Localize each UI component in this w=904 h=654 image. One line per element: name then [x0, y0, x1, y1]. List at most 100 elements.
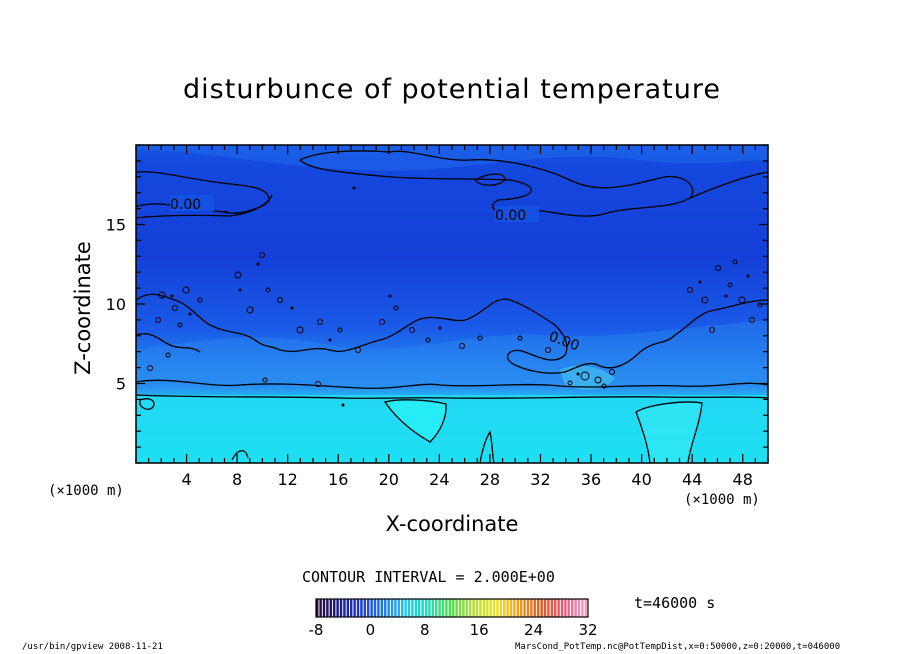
colorbar-cell	[319, 599, 322, 617]
colorbar-cell	[465, 599, 469, 617]
colorbar-cell	[475, 599, 479, 617]
colorbar-cell	[421, 599, 424, 617]
colorbar-cell	[530, 599, 533, 617]
contour-label: 0.00	[170, 197, 201, 213]
colorbar-cell	[537, 599, 540, 617]
footer-left: /usr/bin/gpview 2008-11-21	[22, 642, 163, 652]
colorbar-cell	[492, 599, 496, 617]
colorbar-cell	[581, 599, 584, 617]
colorbar-cell	[390, 599, 394, 617]
time-label: t=46000 s	[634, 594, 716, 612]
colorbar-cell	[540, 599, 543, 617]
colorbar-cell	[479, 599, 482, 617]
colorbar-cell	[533, 599, 537, 617]
colorbar-tick-label: 16	[470, 621, 489, 639]
colorbar-cell	[326, 599, 329, 617]
colorbar-cell	[377, 599, 380, 617]
colorbar-cell	[424, 599, 428, 617]
colorbar-cell	[418, 599, 421, 617]
colorbar-cell	[367, 599, 370, 617]
colorbar-cell	[428, 599, 431, 617]
y-tick-label: 10	[106, 295, 126, 314]
colorbar-cell	[577, 599, 581, 617]
x-tick-label: 32	[530, 470, 550, 489]
colorbar-tick-label: 8	[420, 621, 430, 639]
x-tick-label: 48	[733, 470, 753, 489]
x-unit-left: (×1000 m)	[48, 483, 124, 499]
colorbar-cell	[380, 599, 384, 617]
colorbar-cell	[567, 599, 571, 617]
colorbar-cell	[438, 599, 441, 617]
colorbar-cell	[458, 599, 462, 617]
x-tick-label: 12	[278, 470, 298, 489]
colorbar-cell	[499, 599, 503, 617]
x-tick-label: 4	[181, 470, 191, 489]
x-tick-label: 20	[379, 470, 399, 489]
colorbar-cell	[571, 599, 574, 617]
colorbar-cell	[455, 599, 458, 617]
footer-right: MarsCond_PotTemp.nc@PotTempDist,x=0:5000…	[515, 642, 841, 652]
colorbar-cell	[560, 599, 564, 617]
colorbar-cell	[513, 599, 516, 617]
colorbar-cell	[482, 599, 486, 617]
colorbar-cell	[489, 599, 492, 617]
colorbar-cell	[526, 599, 530, 617]
colorbar-cell	[554, 599, 557, 617]
x-tick-label: 8	[232, 470, 242, 489]
colorbar-cell	[496, 599, 499, 617]
plot-area	[136, 145, 768, 463]
colorbar-cell	[353, 599, 356, 617]
colorbar-cell	[401, 599, 404, 617]
colorbar-tick-label: 24	[524, 621, 543, 639]
upper-field-patch	[136, 145, 768, 171]
colorbar-cell	[339, 599, 343, 617]
colorbar-cell	[448, 599, 452, 617]
x-tick-label: 44	[682, 470, 702, 489]
contour-labels: 0.00 0.00 0.00	[170, 195, 581, 354]
colorbar-cell	[350, 599, 353, 617]
x-axis-label: X-coordinate	[385, 512, 519, 536]
colorbar-cell	[503, 599, 506, 617]
colorbar-cell	[384, 599, 387, 617]
colorbar-cell	[435, 599, 438, 617]
contour-label: 0.00	[495, 208, 526, 224]
colorbar-cell	[564, 599, 567, 617]
x-tick-label: 16	[328, 470, 348, 489]
x-tick-label: 40	[631, 470, 651, 489]
x-tick-label: 28	[480, 470, 500, 489]
colorbar-cell	[509, 599, 513, 617]
cyan-patch-1	[385, 400, 446, 442]
y-tick-label: 15	[106, 216, 126, 235]
colorbar-cell	[322, 599, 326, 617]
contour-lines	[136, 150, 768, 463]
x-tick-label: 24	[429, 470, 449, 489]
colorbar-cell	[472, 599, 475, 617]
colorbar-cell	[336, 599, 339, 617]
x-axis: 4 8 12 16 20 24 28 32 36 40 44 48	[135, 145, 769, 489]
colorbar-tick-label: 0	[366, 621, 376, 639]
colorbar-cell	[360, 599, 363, 617]
colorbar-cell	[373, 599, 377, 617]
colorbar-cell	[431, 599, 435, 617]
colorbar-cell	[557, 599, 560, 617]
y-tick-label: 5	[116, 375, 126, 394]
y-axis-label: Z-coordinate	[71, 241, 95, 375]
colorbar-cell	[523, 599, 526, 617]
colorbar-tick-label: -8	[309, 621, 324, 639]
colorbar-cell	[394, 599, 397, 617]
colorbar-cell	[469, 599, 472, 617]
colorbar-cell	[333, 599, 336, 617]
colorbar-cell	[441, 599, 445, 617]
colorbar-cell	[414, 599, 418, 617]
colorbar-cell	[584, 599, 588, 617]
contour-interval-label: CONTOUR INTERVAL = 2.000E+00	[302, 568, 555, 586]
colorbar-cell	[329, 599, 333, 617]
colorbar-cell	[356, 599, 360, 617]
colorbar-cell	[543, 599, 547, 617]
cyan-patch-2	[636, 401, 700, 463]
colorbar-cell	[516, 599, 520, 617]
colorbar-cell	[346, 599, 350, 617]
colorbar-frame	[315, 598, 589, 618]
x-tick-label: 36	[581, 470, 601, 489]
bright-spot	[560, 365, 615, 390]
